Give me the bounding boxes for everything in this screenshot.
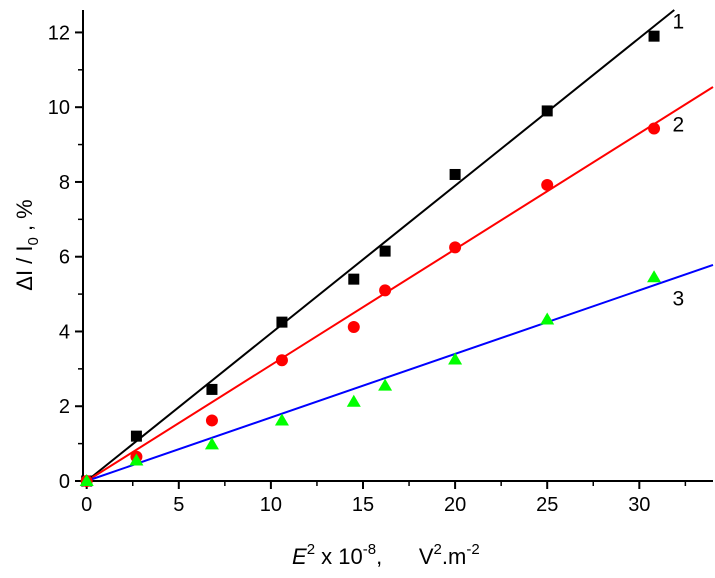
x-axis-title-sup-1: 2 — [307, 541, 315, 558]
data-point-series-3 — [378, 378, 393, 391]
x-tick-label-30: 30 — [628, 494, 650, 516]
data-point-series-1 — [206, 383, 218, 395]
data-point-series-2 — [379, 284, 392, 297]
y-tick-label-4: 4 — [59, 321, 70, 343]
x-tick-label-5: 5 — [173, 494, 184, 516]
y-axis-title: ΔI / I0 , % — [12, 199, 42, 291]
data-point-series-3 — [448, 352, 463, 365]
y-axis-title-subscript: 0 — [25, 237, 42, 245]
data-point-series-3 — [274, 413, 289, 426]
series-label-3: 3 — [672, 287, 684, 310]
y-tick-label-6: 6 — [59, 247, 70, 269]
x-tick-label-10: 10 — [260, 494, 282, 516]
x-tick-label-25: 25 — [536, 494, 558, 516]
series-label-1: 1 — [672, 11, 684, 34]
fit-line-series-2 — [86, 86, 714, 482]
y-tick-label-10: 10 — [48, 97, 70, 119]
data-point-series-1 — [379, 245, 391, 257]
data-point-series-2 — [205, 414, 218, 427]
fit-line-series-3 — [86, 263, 714, 482]
y-axis-title-main: ΔI / I — [12, 245, 37, 290]
data-point-series-2 — [541, 178, 554, 191]
x-axis-title-units-tail: .m — [442, 544, 466, 569]
x-tick-label-0: 0 — [81, 494, 92, 516]
x-tick-label-15: 15 — [352, 494, 374, 516]
x-axis-title-units-lead: , V — [376, 544, 434, 569]
fit-line-series-1 — [86, 9, 675, 482]
y-tick-label-0: 0 — [59, 471, 70, 493]
x-tick-label-20: 20 — [444, 494, 466, 516]
series-label-2: 2 — [672, 113, 684, 136]
x-axis-title-sup-4: -2 — [466, 541, 479, 558]
x-axis-title: E2 x 10-8, V2.m-2 — [292, 541, 480, 569]
data-point-series-3 — [204, 437, 219, 450]
x-axis-title-sup-3: 2 — [434, 541, 442, 558]
data-point-series-1 — [541, 105, 553, 117]
y-axis-title-tail: , % — [12, 199, 37, 237]
data-point-series-2 — [648, 122, 661, 135]
y-tick-label-2: 2 — [59, 396, 70, 418]
data-point-series-1 — [449, 168, 461, 180]
data-point-series-3 — [79, 474, 94, 486]
data-point-series-1 — [276, 316, 288, 328]
data-point-series-1 — [348, 273, 360, 285]
data-point-series-2 — [347, 320, 360, 333]
data-point-series-1 — [648, 30, 660, 42]
data-point-series-3 — [647, 270, 662, 283]
data-point-series-3 — [540, 312, 555, 325]
data-point-series-2 — [275, 354, 288, 367]
x-axis-title-main: E — [292, 544, 307, 569]
y-tick-label-12: 12 — [48, 22, 70, 44]
data-point-series-3 — [346, 394, 361, 407]
data-point-series-2 — [449, 241, 462, 254]
x-axis-title-sup-2: -8 — [363, 541, 376, 558]
data-point-series-3 — [129, 453, 144, 466]
data-point-series-1 — [130, 430, 142, 442]
y-tick-label-8: 8 — [59, 172, 70, 194]
x-axis-title-mid: x 10 — [315, 544, 363, 569]
